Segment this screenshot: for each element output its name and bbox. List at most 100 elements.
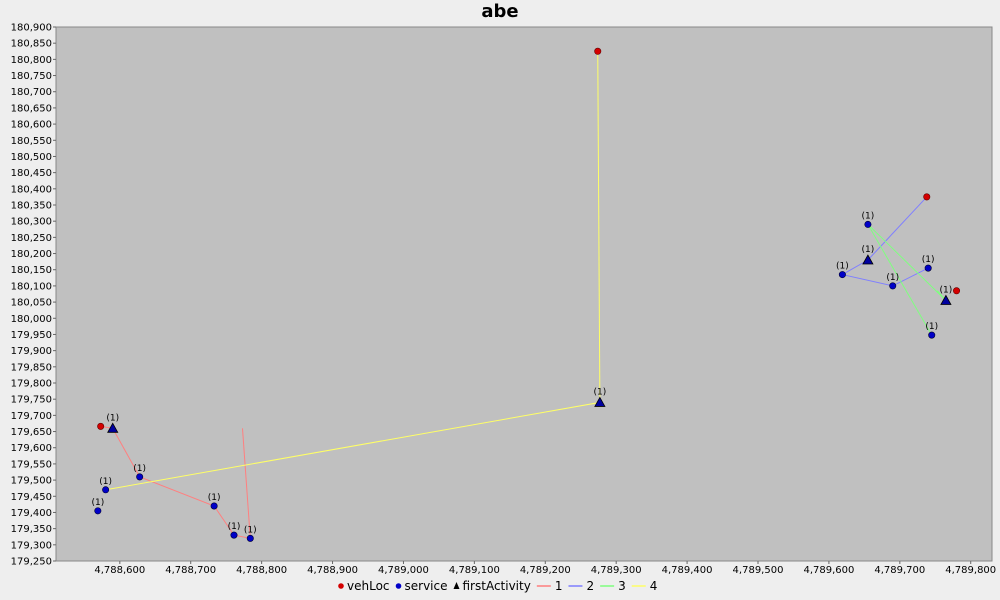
vehloc-point [97,422,105,430]
route-3-line [867,224,947,336]
x-tick-label: 4,789,700 [874,565,925,576]
y-tick-label: 180,350 [11,201,52,212]
first-activity-label: (1) [862,245,875,255]
y-tick-label: 180,300 [11,217,52,228]
legend-swatch [338,583,344,589]
y-tick-label: 179,350 [11,524,52,535]
service-point [928,331,936,339]
y-tick-label: 180,800 [11,55,52,66]
legend-swatch [453,582,460,589]
service-point [889,282,897,290]
x-tick-label: 4,788,700 [165,565,216,576]
legend-item-2: 2 [568,579,594,593]
service-point-label: (1) [886,273,899,283]
legend-label: 3 [618,579,626,593]
y-tick-label: 180,250 [11,233,52,244]
y-tick-label: 180,550 [11,136,52,147]
y-tick-label: 179,850 [11,362,52,373]
x-tick-label: 4,789,400 [662,565,713,576]
y-tick-label: 179,400 [11,508,52,519]
x-tick-label: 4,789,000 [378,565,429,576]
legend-item-firstActivity: firstActivity [453,579,531,593]
first-activity-point [862,254,874,265]
legend-label: firstActivity [463,579,531,593]
y-tick-label: 180,100 [11,281,52,292]
y-tick-label: 180,150 [11,265,52,276]
service-point [246,534,254,542]
y-tick-label: 180,500 [11,152,52,163]
x-tick-label: 4,789,200 [520,565,571,576]
y-tick-label: 179,300 [11,540,52,551]
service-point-label: (1) [244,525,257,535]
plot-area [55,26,993,562]
service-point [136,473,144,481]
legend-label: 2 [586,579,594,593]
vehloc-point [923,193,931,201]
legend-swatch [395,583,402,589]
service-point-label: (1) [133,464,146,474]
y-tick-label: 180,000 [11,314,52,325]
y-tick-label: 179,800 [11,379,52,390]
x-tick-label: 4,789,300 [591,565,642,576]
legend-label: 4 [650,579,658,593]
y-tick-label: 180,400 [11,184,52,195]
service-point-label: (1) [208,493,221,503]
y-tick-label: 179,600 [11,443,52,454]
service-point-label: (1) [99,477,112,487]
service-point-label: (1) [91,498,104,508]
service-point-label: (1) [925,322,938,332]
x-tick-label: 4,788,900 [307,565,358,576]
service-point [864,220,872,228]
service-point [230,531,238,539]
legend-item-service: service [395,579,448,593]
x-tick-label: 4,789,600 [803,565,854,576]
y-tick-label: 179,950 [11,330,52,341]
y-tick-label: 180,700 [11,87,52,98]
service-point-label: (1) [862,211,875,221]
y-tick-label: 179,650 [11,427,52,438]
y-tick-label: 179,750 [11,395,52,406]
y-tick-label: 179,700 [11,411,52,422]
y-tick-label: 180,900 [11,23,52,34]
first-activity-point [940,294,952,305]
legend-label: vehLoc [347,579,390,593]
y-tick-label: 179,900 [11,346,52,357]
first-activity-point [107,422,119,433]
chart-legend: vehLoc service firstActivity 1 2 3 4 [338,579,657,593]
first-activity-label: (1) [593,387,606,397]
x-tick-label: 4,789,500 [733,565,784,576]
y-tick-label: 180,450 [11,168,52,179]
legend-label: service [405,579,448,593]
y-tick-label: 180,850 [11,39,52,50]
service-point [94,507,102,515]
vehloc-point [953,287,961,295]
service-point-label: (1) [836,262,849,272]
legend-item-4: 4 [631,579,658,593]
y-tick-label: 180,050 [11,298,52,309]
first-activity-point [594,396,606,407]
vehloc-point [594,47,602,55]
y-tick-label: 179,450 [11,492,52,503]
x-tick-label: 4,789,100 [449,565,500,576]
service-point [838,271,846,279]
y-tick-label: 180,750 [11,71,52,82]
first-activity-label: (1) [106,413,119,423]
legend-item-1: 1 [536,579,563,593]
service-point [924,264,932,272]
legend-item-vehLoc: vehLoc [338,579,390,593]
y-tick-label: 180,200 [11,249,52,260]
y-tick-label: 179,550 [11,459,52,470]
first-activity-label: (1) [940,285,953,295]
y-tick-label: 180,650 [11,103,52,114]
chart-title: abe [481,1,519,22]
service-point-label: (1) [922,255,935,265]
service-point [210,502,218,510]
y-tick-label: 179,250 [11,557,52,568]
service-point-label: (1) [228,522,241,532]
service-point [102,486,110,494]
legend-label: 1 [555,579,563,593]
x-tick-label: 4,789,800 [945,565,996,576]
x-tick-label: 4,788,600 [94,565,145,576]
